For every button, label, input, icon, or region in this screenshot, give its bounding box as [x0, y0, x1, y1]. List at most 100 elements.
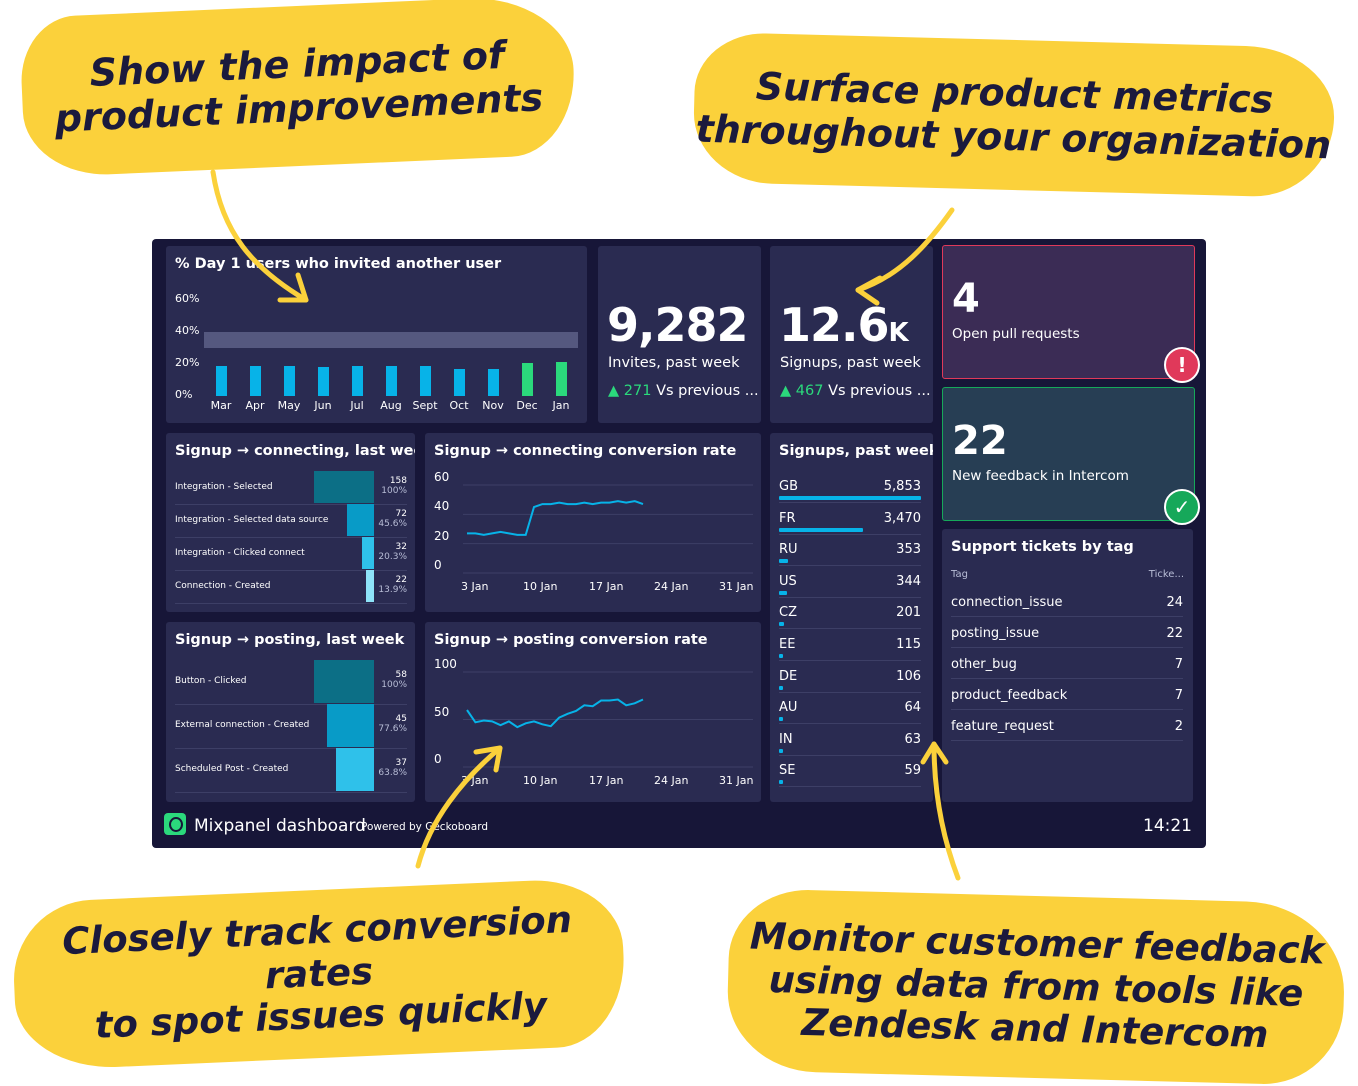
ticket-count: 7: [1174, 688, 1183, 703]
funnel-step-count: 72: [395, 508, 407, 519]
funnel-step-label: Scheduled Post - Created: [175, 764, 289, 774]
ticket-count: 7: [1174, 657, 1183, 672]
bar: [317, 367, 329, 396]
arrow-head-surface: [855, 275, 883, 306]
table-row: other_bug 7: [951, 647, 1183, 679]
country-name: US: [779, 573, 797, 589]
funnel-step-percent: 100%: [381, 485, 407, 496]
funnel-step-bar: [314, 471, 374, 503]
dashboard-title: Mixpanel dashboard: [194, 816, 366, 836]
x-tick-label: Jan: [552, 399, 570, 412]
funnel-step-count: 32: [395, 541, 407, 552]
signups-value-number: 12.6: [779, 298, 889, 352]
table-row: connection_issue 24: [951, 585, 1183, 617]
funnel-step-bar: [346, 504, 374, 536]
alert-icon: !: [1164, 347, 1200, 383]
funnel-step-bar: [335, 748, 374, 791]
x-tick-label: 10 Jan: [523, 774, 558, 787]
bar: [215, 365, 227, 396]
leaderboard-row: IN 63: [779, 724, 921, 756]
funnel-step-bar: [365, 570, 374, 602]
arrow-head-conversion: [473, 745, 503, 773]
x-tick-label: Aug: [380, 399, 402, 412]
leaderboard-row: DE 106: [779, 661, 921, 693]
up-arrow-icon: ▲: [780, 383, 792, 399]
funnel-step-percent: 77.6%: [378, 724, 407, 734]
intercom-feedback-label: New feedback in Intercom: [952, 468, 1129, 484]
x-tick-label: 31 Jan: [719, 580, 754, 593]
country-value: 106: [896, 668, 921, 684]
invites-delta: ▲ 271 Vs previous ...: [608, 383, 759, 399]
bar: [351, 365, 363, 396]
funnel-step-label: Integration - Selected data source: [175, 514, 329, 525]
x-tick-label: Oct: [449, 399, 469, 412]
arrow-head-feedback: [920, 741, 949, 765]
bar: [419, 366, 431, 396]
country-bar: [779, 590, 788, 595]
x-tick-label: 10 Jan: [523, 580, 558, 593]
country-bar: [779, 780, 783, 785]
country-bar: [779, 559, 788, 564]
signups-number-panel: 12.6K Signups, past week ▲ 467 Vs previo…: [770, 246, 933, 423]
funnel-step-value: 37 63.8%: [378, 758, 407, 778]
day1-invite-chart-panel: % Day 1 users who invited another user 6…: [166, 246, 587, 423]
funnel-step-percent: 63.8%: [378, 768, 407, 778]
signups-delta-value: 467: [795, 383, 824, 399]
x-tick-label: May: [277, 399, 301, 412]
geckoboard-logo-icon: [164, 813, 186, 835]
funnel-step-bar: [314, 660, 374, 703]
y-tick-label: 50: [434, 704, 450, 719]
x-tick-label: Apr: [245, 399, 265, 412]
signups-value-suffix: K: [888, 318, 909, 348]
x-tick-label: 31 Jan: [719, 774, 754, 787]
series-line: [467, 500, 644, 536]
y-tick-label: 0: [434, 752, 442, 766]
leaderboard-row: SE 59: [779, 755, 921, 788]
funnel-step-count: 45: [395, 714, 407, 724]
support-tickets-panel: Support tickets by tag Tag Ticke... conn…: [942, 529, 1193, 802]
column-header-tag: Tag: [951, 569, 968, 580]
x-tick-label: Jul: [350, 399, 364, 412]
funnel-step-count: 58: [395, 670, 407, 680]
funnel-step-value: 72 45.6%: [378, 509, 407, 529]
x-tick-label: 17 Jan: [589, 580, 624, 593]
leaderboard-row: US 344: [779, 566, 921, 598]
ticket-tag: posting_issue: [951, 626, 1040, 641]
clock: 14:21: [1143, 816, 1192, 836]
x-tick-label: Nov: [482, 399, 504, 412]
bar: [555, 362, 567, 396]
x-tick-label: 24 Jan: [654, 580, 689, 593]
country-bar: [779, 654, 783, 658]
bar: [249, 366, 261, 396]
arrow-conversion: [415, 745, 503, 869]
funnel-step-value: 58 100%: [381, 670, 407, 690]
bar: [453, 368, 465, 396]
conversion-connecting-chart-panel: Signup → connecting conversion rate 60 40…: [425, 433, 761, 612]
funnel-connecting-panel: Signup → connecting, last week Integrati…: [166, 433, 415, 612]
panel-title: Signup → posting, last week: [175, 632, 405, 648]
check-icon: ✓: [1164, 489, 1200, 525]
pull-requests-value: 4: [952, 276, 980, 322]
x-tick-label: 24 Jan: [654, 774, 689, 787]
y-tick-label: 0: [434, 558, 442, 572]
leaderboard-row: CZ 201: [779, 597, 921, 630]
ticket-count: 22: [1166, 626, 1183, 641]
y-tick-label: 0%: [175, 388, 193, 401]
country-name: SE: [779, 763, 796, 779]
arrow-head-impact: [277, 272, 309, 303]
country-bar: [779, 748, 783, 753]
intercom-feedback-value: 22: [952, 418, 1008, 464]
x-tick-label: 3 Jan: [461, 580, 489, 593]
country-value: 59: [904, 763, 921, 779]
funnel-step-count: 22: [395, 574, 407, 585]
signups-label: Signups, past week: [780, 355, 921, 371]
country-name: GB: [779, 479, 798, 494]
funnel-posting-panel: Signup → posting, last week Button - Cli…: [166, 622, 415, 802]
signups-delta-text: Vs previous ...: [828, 383, 931, 399]
funnel-step-value: 158 100%: [381, 476, 407, 496]
panel-title: Signups, past week: [779, 443, 933, 459]
conversion-connecting-line-chart: [463, 484, 753, 574]
funnel-step-label: Button - Clicked: [175, 676, 247, 686]
ticket-count: 24: [1166, 595, 1183, 610]
